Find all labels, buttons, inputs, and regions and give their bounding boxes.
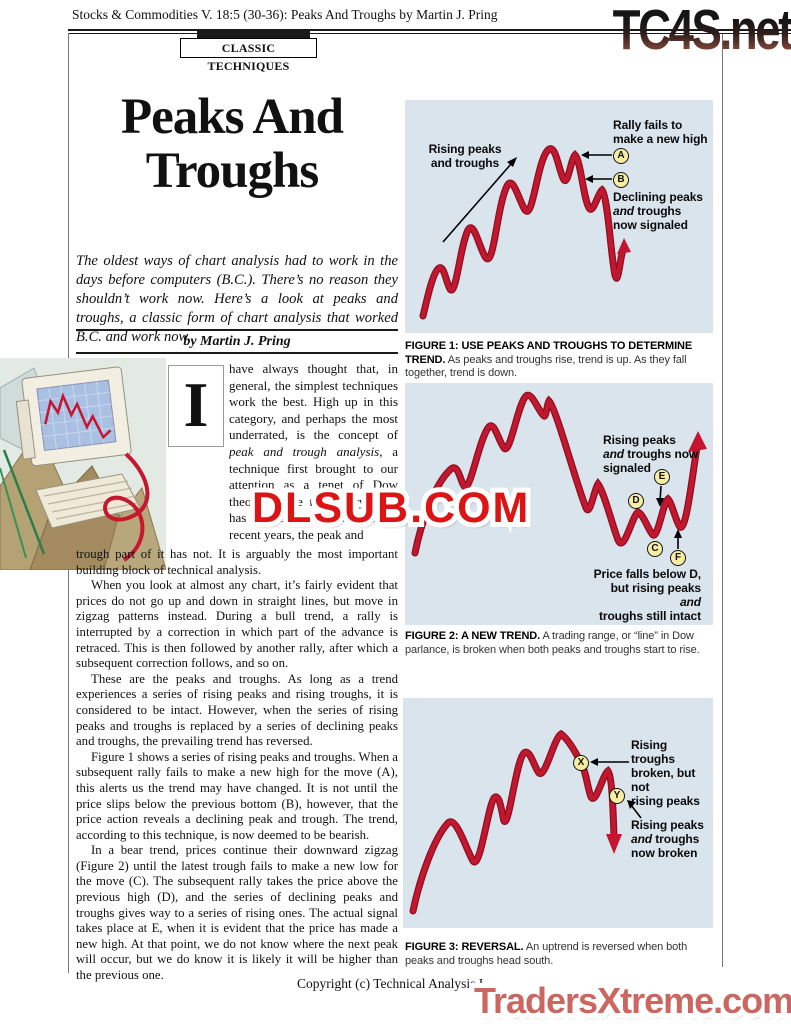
label-rally-fails: Rally fails to make a new high <box>613 118 708 146</box>
figure-1-caption: FIGURE 1: USE PEAKS AND TROUGHS TO DETER… <box>405 340 715 381</box>
red-cable <box>103 452 150 562</box>
byline-rule-bottom <box>76 352 398 354</box>
figure-3-chart <box>409 729 642 915</box>
label-price-pre: Price falls below D, but rising peaks <box>593 567 701 595</box>
byline-rule-top <box>76 329 398 331</box>
marker-a-arrowhead-icon <box>581 151 589 159</box>
header-citation: Stocks & Commodities V. 18:5 (30-36): Pe… <box>72 7 498 22</box>
header-rule-top <box>68 29 791 31</box>
label-rising-troughs-broken: Rising troughs broken, but not rising pe… <box>631 738 700 808</box>
article-body: trough part of it has not. It is arguabl… <box>76 547 398 984</box>
marker-e: E <box>654 469 670 485</box>
label-rising-signaled: Rising peaks and troughs now signaled <box>603 433 698 475</box>
label-rising-pre: Rising peaks <box>603 433 676 447</box>
label-price-and: and <box>679 595 701 609</box>
paragraph-1-continuation: trough part of it has not. It is arguabl… <box>76 547 398 577</box>
label-declining-post: troughs now signaled <box>613 204 688 232</box>
figure-2: Rising peaks and troughs now signaled Pr… <box>405 383 713 625</box>
para1-text: have always thought that, in general, th… <box>229 361 398 443</box>
computer-keyboard <box>35 473 141 529</box>
price-arrowhead-up-icon <box>617 238 631 254</box>
marker-f: F <box>670 550 686 566</box>
label-declining-and: and <box>613 204 635 218</box>
figure-2-chart <box>411 391 707 557</box>
trend-arrowhead-icon <box>507 157 517 167</box>
figure-3-caption: FIGURE 3: REVERSAL. An uptrend is revers… <box>405 941 715 968</box>
price-arrowhead-up-icon <box>688 431 707 452</box>
marker-e-arrowhead-icon <box>656 498 664 507</box>
figure-1-caption-text: As peaks and troughs rise, trend is up. … <box>405 353 687 380</box>
label-broken-post: troughs now broken <box>631 832 700 860</box>
paragraph-1-narrow: have always thought that, in general, th… <box>229 361 398 544</box>
computer-monitor <box>15 366 132 467</box>
figure-1-chart <box>419 145 631 320</box>
page-title: Peaks And Troughs <box>121 89 344 199</box>
tradersxtreme-watermark-text: TradersXtreme.com <box>474 980 791 1021</box>
dlsub-watermark-text: DLSUB.COM <box>252 484 531 532</box>
paragraph-3: These are the peaks and troughs. As long… <box>76 671 398 749</box>
figure-2-caption-text: A trading range, or “line” in Dow parlan… <box>405 630 700 656</box>
paragraph-4: Figure 1 shows a series of rising peaks … <box>76 749 398 842</box>
figure-1-caption-title: FIGURE 1: USE PEAKS AND TROUGHS TO DETER… <box>405 340 693 366</box>
label-broken-and: and <box>631 832 653 846</box>
marker-x: X <box>573 755 589 771</box>
dlsub-watermark: DLSUB.COM DLSUB.COM <box>247 479 533 537</box>
price-line <box>420 146 626 319</box>
trend-arrow <box>442 163 512 243</box>
label-broken-pre: Rising peaks <box>631 818 704 832</box>
footer-copyright: Copyright (c) Technical Analysis I <box>297 976 484 991</box>
badge-black-bar <box>197 29 310 38</box>
marker-a: A <box>613 148 629 164</box>
price-line <box>410 731 617 914</box>
header-rule-bottom <box>68 33 791 34</box>
tradersxtreme-watermark: TradersXtreme.com TradersXtreme.com <box>469 975 791 1024</box>
figure-3: Rising troughs broken, but not rising pe… <box>403 698 713 928</box>
label-declining-peaks: Declining peaks and troughs now signaled <box>613 190 703 232</box>
label-rising-peaks: Rising peaks and troughs <box>428 142 502 170</box>
marker-y-arrowhead-icon <box>627 800 636 809</box>
marker-y-arrow <box>630 804 642 819</box>
right-column-rule <box>722 34 723 967</box>
price-arrowhead-down-icon <box>606 834 622 854</box>
figure-2-caption: FIGURE 2: A NEW TREND. A trading range, … <box>405 630 715 657</box>
paragraph-2: When you look at almost any chart, it’s … <box>76 578 398 671</box>
figure-2-caption-title: FIGURE 2: A NEW TREND. <box>405 630 541 642</box>
tc4s-logo: TC4S.net <box>612 0 791 62</box>
dropcap-box: I <box>168 365 224 447</box>
article-intro: The oldest ways of chart analysis had to… <box>76 253 398 345</box>
byline: by Martin J. Pring <box>183 334 291 349</box>
marker-y: Y <box>609 788 625 804</box>
figure-1: Rising peaks and troughs Rally fails to … <box>405 100 713 333</box>
tradersxtreme-watermark-outline: TradersXtreme.com <box>469 975 791 1024</box>
marker-x-arrowhead-icon <box>590 758 598 766</box>
label-declining-pre: Declining peaks <box>613 190 703 204</box>
price-line <box>412 392 700 556</box>
dropcap-letter: I <box>183 369 209 440</box>
dlsub-watermark-outline: DLSUB.COM <box>247 479 533 537</box>
figure-3-caption-text: An uptrend is reversed when both peaks a… <box>405 941 688 967</box>
marker-c: C <box>647 541 663 557</box>
label-price-falls: Price falls below D, but rising peaks an… <box>589 567 701 623</box>
label-rising-and: and <box>603 447 625 461</box>
computer-illustration <box>0 358 166 570</box>
marker-d: D <box>628 493 644 509</box>
classic-techniques-badge: CLASSIC TECHNIQUES <box>180 38 317 73</box>
para1-italic-term: peak and trough analysis <box>229 443 380 459</box>
marker-b: B <box>613 172 629 188</box>
figure-3-caption-title: FIGURE 3: REVERSAL. <box>405 941 524 953</box>
paragraph-5: In a bear trend, prices continue their d… <box>76 843 398 983</box>
label-peaks-now-broken: Rising peaks and troughs now broken <box>631 818 704 860</box>
label-price-post: troughs still intact <box>598 609 701 623</box>
marker-f-arrowhead-icon <box>674 529 682 538</box>
screen-chart-line <box>44 392 112 440</box>
label-rising-post: troughs now signaled <box>603 447 699 475</box>
marker-b-arrowhead-icon <box>585 175 593 183</box>
para1-text-cont: , a technique first brought to our atten… <box>229 443 398 542</box>
